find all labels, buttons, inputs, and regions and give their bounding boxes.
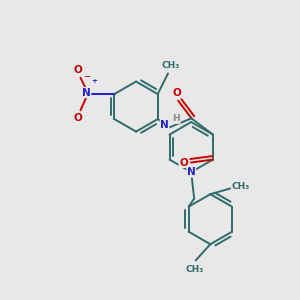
Text: O: O — [172, 88, 181, 98]
Text: O: O — [73, 113, 82, 124]
Text: H: H — [172, 114, 180, 123]
Text: CH₃: CH₃ — [162, 61, 180, 70]
Text: N: N — [187, 167, 196, 177]
Text: O: O — [179, 158, 188, 167]
Text: CH₃: CH₃ — [185, 265, 203, 274]
Text: −: − — [83, 72, 91, 81]
Text: CH₃: CH₃ — [231, 182, 250, 191]
Text: +: + — [91, 78, 97, 84]
Text: N: N — [82, 88, 91, 98]
Text: O: O — [73, 64, 82, 75]
Text: N: N — [160, 120, 169, 130]
